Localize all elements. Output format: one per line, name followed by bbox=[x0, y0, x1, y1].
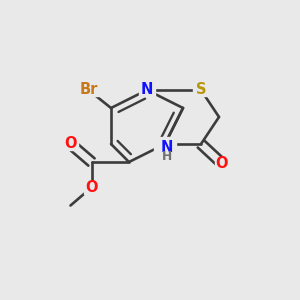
Bar bbox=[84, 182, 99, 194]
Text: Br: Br bbox=[79, 82, 98, 98]
Bar bbox=[154, 137, 176, 151]
Text: N: N bbox=[141, 82, 153, 98]
Bar bbox=[214, 158, 230, 169]
Bar bbox=[77, 84, 100, 96]
Text: O: O bbox=[85, 180, 98, 195]
Bar bbox=[139, 84, 155, 96]
Text: N: N bbox=[160, 140, 173, 154]
Text: O: O bbox=[216, 156, 228, 171]
Bar bbox=[193, 84, 209, 96]
Bar bbox=[63, 138, 78, 150]
Text: H: H bbox=[161, 150, 172, 163]
Text: O: O bbox=[64, 136, 77, 152]
Text: S: S bbox=[196, 82, 206, 98]
